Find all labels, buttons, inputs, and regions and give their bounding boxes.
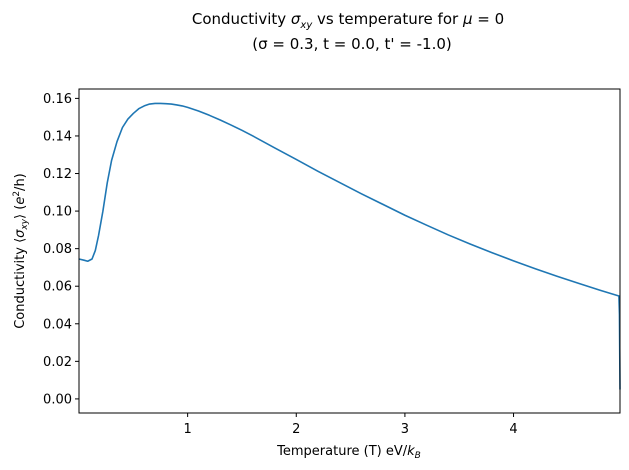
plot-frame [78, 88, 621, 414]
y-tick-label: 0.08 [43, 242, 72, 257]
series-line [78, 102, 621, 390]
x-tick-label: 1 [183, 422, 191, 437]
series-layer [78, 102, 621, 390]
x-axis-ticks: 1 2 3 4 [183, 413, 518, 437]
x-tick-label: 4 [509, 422, 517, 437]
x-tick-label: 2 [292, 422, 300, 437]
y-tick-label: 0.04 [43, 317, 72, 332]
chart-title-line-1: Conductivity σxy vs temperature for μ = … [192, 10, 504, 31]
y-tick-label: 0.02 [43, 355, 72, 370]
chart-title-line-2: (σ = 0.3, t = 0.0, t' = -1.0) [252, 35, 451, 53]
x-axis-label: Temperature (T) eV/kB [276, 444, 421, 461]
y-tick-label: 0.12 [43, 167, 72, 182]
plot-area: 0.00 0.02 0.04 0.06 0.08 0.10 0.12 0.14 0.16 1 2 3… [43, 88, 621, 437]
y-axis-label: Conductivity ⟨σxy⟩ (e2/h) [12, 173, 30, 329]
x-tick-label: 3 [401, 422, 409, 437]
y-axis-ticks: 0.00 0.02 0.04 0.06 0.08 0.10 0.12 0.14 0.16 [43, 92, 79, 407]
y-tick-label: 0.10 [43, 205, 72, 220]
y-tick-label: 0.00 [43, 392, 72, 407]
y-tick-label: 0.06 [43, 280, 72, 295]
y-tick-label: 0.14 [43, 129, 72, 144]
y-tick-label: 0.16 [43, 92, 72, 107]
